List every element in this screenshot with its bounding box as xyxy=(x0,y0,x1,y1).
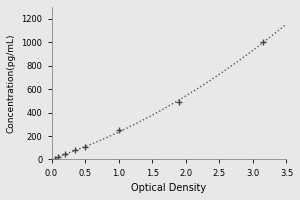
Y-axis label: Concentration(pg/mL): Concentration(pg/mL) xyxy=(7,33,16,133)
X-axis label: Optical Density: Optical Density xyxy=(131,183,206,193)
